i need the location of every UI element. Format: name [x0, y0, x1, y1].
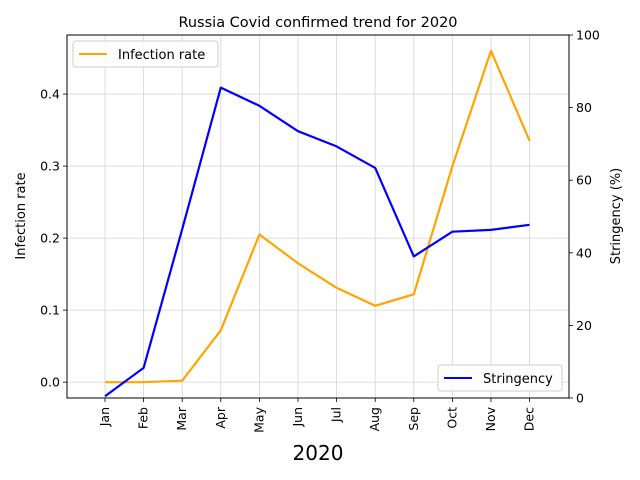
series-line-stringency	[104, 86, 530, 398]
x-tick-label: Apr	[213, 406, 228, 428]
y-right-tick-label: 0	[576, 391, 584, 406]
legend-label-infection-rate: Infection rate	[118, 48, 205, 63]
x-axis-label: 2020	[293, 441, 344, 465]
x-tick-label: Aug	[367, 407, 382, 431]
x-tick-label: Jan	[97, 407, 112, 427]
legend-stringency: Stringency	[437, 364, 563, 392]
plot-frame	[66, 34, 570, 399]
y-right-tick-label: 60	[576, 173, 592, 188]
y-axis-left: 0.0 0.1 0.2 0.3 0.4	[40, 87, 67, 390]
y-left-tick-label: 0.1	[40, 303, 60, 318]
x-tick-label: Jul	[329, 407, 344, 423]
x-tick-label: Dec	[522, 407, 537, 431]
grid	[67, 35, 569, 398]
y-axis-right: 0 20 40 60 80 100	[569, 28, 600, 406]
y-axis-left-label: Infection rate	[14, 172, 29, 259]
y-left-tick-label: 0.2	[40, 231, 60, 246]
x-tick-label: Mar	[174, 406, 189, 430]
x-tick-label: Feb	[136, 407, 151, 429]
legend-infection-rate: Infection rate	[72, 40, 219, 68]
x-axis: Jan Feb Mar Apr May Jun Jul Aug Sep Oct Nov Dec	[97, 398, 537, 433]
chart-title: Russia Covid confirmed trend for 2020	[178, 15, 457, 31]
series-line-infection-rate	[105, 49, 531, 384]
y-right-tick-label: 20	[576, 318, 592, 333]
x-tick-label: Oct	[444, 407, 459, 429]
y-right-tick-label: 40	[576, 245, 592, 260]
x-tick-label: May	[251, 406, 266, 432]
x-tick-label: Sep	[406, 407, 421, 431]
y-left-tick-label: 0.3	[40, 159, 60, 174]
legend-label-stringency: Stringency	[483, 372, 553, 387]
x-tick-label: Nov	[483, 406, 498, 431]
y-axis-right-label: Stringency (%)	[609, 168, 624, 265]
y-right-tick-label: 100	[576, 28, 600, 43]
x-tick-label: Jun	[290, 407, 305, 428]
y-right-tick-label: 80	[576, 100, 592, 115]
y-left-tick-label: 0.0	[40, 375, 60, 390]
series-lines	[104, 49, 531, 398]
y-left-tick-label: 0.4	[40, 87, 60, 102]
